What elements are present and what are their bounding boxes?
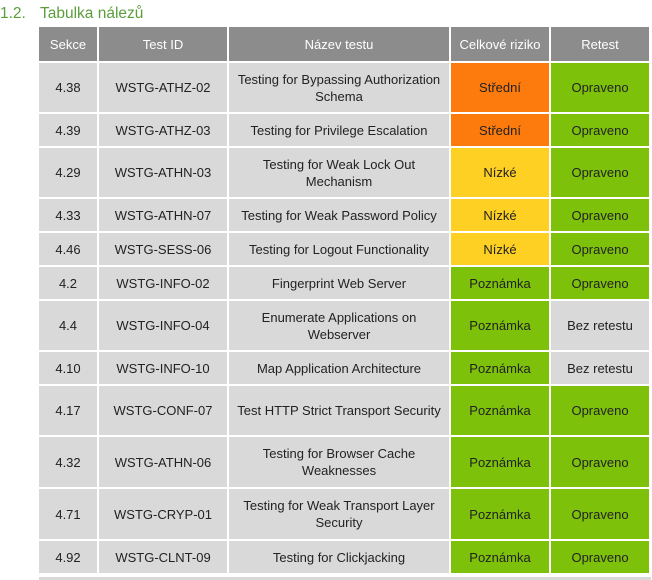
test-name-cell: Testing for Logout Functionality bbox=[229, 233, 451, 267]
risk-cell: Poznámka bbox=[451, 352, 551, 386]
risk-cell: Střední bbox=[451, 114, 551, 148]
risk-cell: Poznámka bbox=[451, 489, 551, 541]
test-name-cell: Testing for Weak Password Policy bbox=[229, 199, 451, 233]
retest-cell: Opraveno bbox=[551, 148, 651, 199]
test-name-cell: Testing for Browser Cache Weaknesses bbox=[229, 437, 451, 489]
test-name-cell: Fingerprint Web Server bbox=[229, 267, 451, 301]
risk-cell: Střední bbox=[451, 63, 551, 114]
retest-cell: Opraveno bbox=[551, 386, 651, 437]
table-row: 4.4 WSTG-INFO-04 Enumerate Applications on… bbox=[39, 301, 651, 352]
column-header-test-id: Test ID bbox=[99, 27, 229, 63]
table-row: 4.29 WSTG-ATHN-03 Testing for Weak Lock Ou… bbox=[39, 148, 651, 199]
test-name-cell: Testing for Clickjacking bbox=[229, 541, 451, 575]
retest-cell: Opraveno bbox=[551, 437, 651, 489]
test-id-cell: WSTG-CRYP-01 bbox=[99, 489, 229, 541]
section-cell: 4.29 bbox=[39, 148, 99, 199]
risk-cell: Nízké bbox=[451, 148, 551, 199]
retest-cell: Opraveno bbox=[551, 233, 651, 267]
section-cell: 4.39 bbox=[39, 114, 99, 148]
section-cell: 4.2 bbox=[39, 267, 99, 301]
section-cell: 4.4 bbox=[39, 301, 99, 352]
test-id-cell: WSTG-INFO-10 bbox=[99, 352, 229, 386]
test-name-cell: Testing for Weak Lock Out Mechanism bbox=[229, 148, 451, 199]
table-header-row: Sekce Test ID Název testu Celkové riziko… bbox=[39, 27, 651, 63]
test-id-cell: WSTG-SESS-06 bbox=[99, 233, 229, 267]
risk-cell: Nízké bbox=[451, 233, 551, 267]
retest-cell: Opraveno bbox=[551, 541, 651, 575]
test-name-cell: Enumerate Applications on Webserver bbox=[229, 301, 451, 352]
risk-cell: Poznámka bbox=[451, 437, 551, 489]
test-id-cell: WSTG-ATHZ-02 bbox=[99, 63, 229, 114]
column-header-retest: Retest bbox=[551, 27, 651, 63]
table-row: 4.2 WSTG-INFO-02 Fingerprint Web Server Poz… bbox=[39, 267, 651, 301]
table-row: 4.38 WSTG-ATHZ-02 Testing for Bypassing Au… bbox=[39, 63, 651, 114]
table-row: 4.32 WSTG-ATHN-06 Testing for Browser Cach… bbox=[39, 437, 651, 489]
risk-cell: Poznámka bbox=[451, 386, 551, 437]
section-cell: 4.32 bbox=[39, 437, 99, 489]
column-header-section: Sekce bbox=[39, 27, 99, 63]
test-id-cell: WSTG-ATHN-07 bbox=[99, 199, 229, 233]
retest-cell: Opraveno bbox=[551, 114, 651, 148]
test-name-cell: Map Application Architecture bbox=[229, 352, 451, 386]
test-id-cell: WSTG-ATHN-06 bbox=[99, 437, 229, 489]
test-id-cell: WSTG-INFO-02 bbox=[99, 267, 229, 301]
test-id-cell: WSTG-CONF-07 bbox=[99, 386, 229, 437]
test-name-cell: Testing for Bypassing Authorization Sche… bbox=[229, 63, 451, 114]
retest-cell: Bez retestu bbox=[551, 301, 651, 352]
table-row: 4.39 WSTG-ATHZ-03 Testing for Privilege Es… bbox=[39, 114, 651, 148]
test-name-cell: Testing for Privilege Escalation bbox=[229, 114, 451, 148]
table-row: 4.71 WSTG-CRYP-01 Testing for Weak Transpo… bbox=[39, 489, 651, 541]
section-title: Tabulka nálezů bbox=[40, 5, 144, 22]
table-row: 4.33 WSTG-ATHN-07 Testing for Weak Passwor… bbox=[39, 199, 651, 233]
table-row: 4.17 WSTG-CONF-07 Test HTTP Strict Transpo… bbox=[39, 386, 651, 437]
section-cell: 4.33 bbox=[39, 199, 99, 233]
risk-cell: Poznámka bbox=[451, 301, 551, 352]
section-number: 1.2. bbox=[0, 5, 26, 22]
retest-cell: Opraveno bbox=[551, 199, 651, 233]
risk-cell: Poznámka bbox=[451, 267, 551, 301]
risk-cell: Nízké bbox=[451, 199, 551, 233]
column-header-test-name: Název testu bbox=[229, 27, 451, 63]
section-cell: 4.71 bbox=[39, 489, 99, 541]
retest-cell: Opraveno bbox=[551, 63, 651, 114]
section-heading: 1.2. Tabulka nálezů bbox=[0, 3, 143, 25]
risk-cell: Poznámka bbox=[451, 541, 551, 575]
section-cell: 4.38 bbox=[39, 63, 99, 114]
table-row: 4.46 WSTG-SESS-06 Testing for Logout Funct… bbox=[39, 233, 651, 267]
column-header-risk: Celkové riziko bbox=[451, 27, 551, 63]
retest-cell: Bez retestu bbox=[551, 352, 651, 386]
table-continuation-edge bbox=[39, 577, 651, 580]
test-id-cell: WSTG-ATHZ-03 bbox=[99, 114, 229, 148]
test-id-cell: WSTG-INFO-04 bbox=[99, 301, 229, 352]
section-cell: 4.92 bbox=[39, 541, 99, 575]
findings-table: Sekce Test ID Název testu Celkové riziko… bbox=[39, 27, 651, 575]
retest-cell: Opraveno bbox=[551, 489, 651, 541]
section-cell: 4.10 bbox=[39, 352, 99, 386]
test-name-cell: Test HTTP Strict Transport Security bbox=[229, 386, 451, 437]
test-id-cell: WSTG-CLNT-09 bbox=[99, 541, 229, 575]
section-cell: 4.17 bbox=[39, 386, 99, 437]
test-id-cell: WSTG-ATHN-03 bbox=[99, 148, 229, 199]
section-cell: 4.46 bbox=[39, 233, 99, 267]
table-row: 4.10 WSTG-INFO-10 Map Application Architec… bbox=[39, 352, 651, 386]
test-name-cell: Testing for Weak Transport Layer Securit… bbox=[229, 489, 451, 541]
retest-cell: Opraveno bbox=[551, 267, 651, 301]
table-row: 4.92 WSTG-CLNT-09 Testing for Clickjacking… bbox=[39, 541, 651, 575]
